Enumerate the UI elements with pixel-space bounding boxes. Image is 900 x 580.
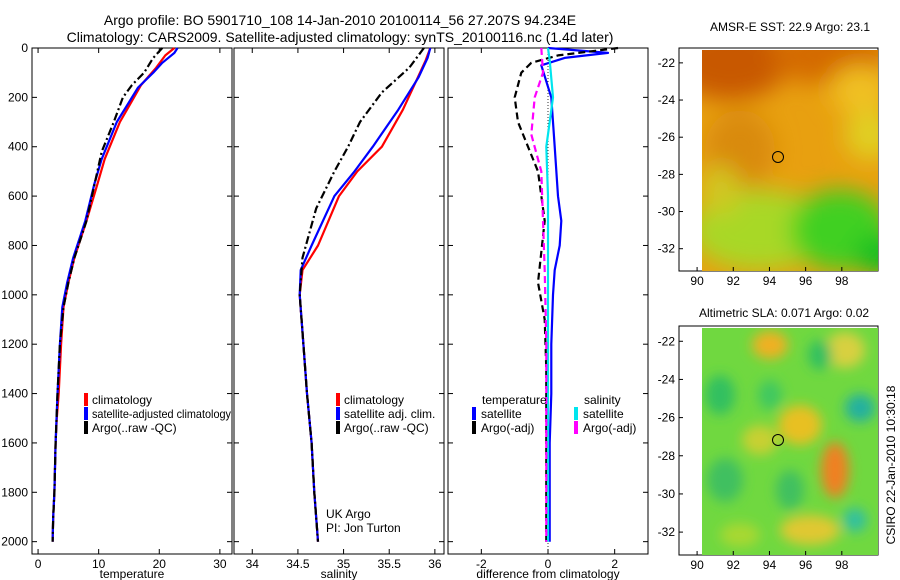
map-x-tick-label: 96	[799, 558, 813, 572]
series-line-salinity-argo-adj-	[530, 47, 548, 542]
legend-swatch	[84, 393, 88, 406]
x-tick-label: -2	[476, 557, 487, 571]
series-line-salinity-satellite	[545, 47, 555, 542]
legend-label: satellite-adjusted climatology	[92, 407, 231, 421]
y-tick-label: 1000	[1, 288, 28, 302]
y-tick-label: 1400	[1, 387, 28, 401]
x-tick-label: 36	[428, 557, 442, 571]
legend-swatch	[472, 421, 476, 434]
legend-label: Argo(..raw -QC)	[92, 421, 177, 435]
series-line-argo-raw-qc-	[51, 47, 164, 542]
temperature-legend: climatology satellite-adjusted climatolo…	[84, 393, 231, 435]
legend-label: Argo(..raw -QC)	[344, 421, 429, 435]
series-line-satellite-adjusted-climatology	[51, 47, 179, 542]
figure-title-line-1: Argo profile: BO 5901710_108 14-Jan-2010…	[103, 12, 577, 28]
legend-label: climatology	[344, 393, 404, 407]
x-tick-label: 2	[611, 557, 618, 571]
legend-header-temperature: temperature	[482, 393, 547, 407]
x-axis-label: temperature	[100, 567, 165, 580]
map-x-tick-label: 90	[690, 558, 704, 572]
map-y-tick-label: -32	[658, 525, 676, 539]
y-tick-label: 200	[8, 90, 28, 104]
x-axis-label: difference from climatology	[476, 567, 619, 580]
series-line-argo-raw-qc-	[298, 47, 425, 542]
map-y-tick-label: -22	[658, 334, 676, 348]
series-line-temperature-satellite	[540, 46, 610, 542]
legend-label: Argo(-adj)	[481, 421, 534, 435]
y-tick-label: 1800	[1, 485, 28, 499]
credit-label: CSIRO 22-Jan-2010 10:30:18	[884, 385, 898, 544]
sst-map-title: AMSR-E SST: 22.9 Argo: 23.1	[710, 20, 870, 34]
legend-swatch	[336, 407, 340, 420]
y-tick-label: 2000	[1, 535, 28, 549]
map-x-tick-label: 90	[690, 274, 704, 288]
x-axis-label: salinity	[321, 567, 358, 580]
salinity-panel: 34 34.5 35 35.5 36 salinity	[233, 47, 445, 580]
legend-label: satellite	[583, 407, 624, 421]
y-tick-label: 1600	[1, 436, 28, 450]
map-y-tick-label: -30	[658, 205, 676, 219]
sla-field	[702, 328, 878, 555]
sla-map: Altimetric SLA: 0.071 Argo: 0.02	[678, 306, 879, 556]
x-tick-label: 0	[35, 557, 42, 571]
map-y-tick-label: -28	[658, 449, 676, 463]
x-tick-label: 30	[213, 557, 227, 571]
map-x-tick-label: 92	[727, 558, 741, 572]
map-y-tick-label: -26	[658, 130, 676, 144]
legend-swatch	[336, 421, 340, 434]
series-line-temperature-argo-adj-	[513, 46, 619, 542]
salinity-legend: climatology satellite adj. clim. Argo(..…	[326, 393, 435, 535]
argo-location-marker	[772, 434, 784, 446]
x-tick-label: 10	[92, 557, 106, 571]
figure-title-line-2: Climatology: CARS2009. Satellite-adjuste…	[66, 29, 614, 45]
y-tick-label: 800	[8, 238, 28, 252]
legend-swatch	[84, 421, 88, 434]
map-y-tick-label: -26	[658, 411, 676, 425]
x-tick-label: 34	[246, 557, 260, 571]
argo-location-marker	[772, 151, 784, 163]
y-tick-label: 600	[8, 189, 28, 203]
legend-swatch	[472, 407, 476, 420]
x-tick-label: 20	[153, 557, 167, 571]
x-tick-label: 35	[337, 557, 351, 571]
temperature-panel: 0 10 20 30 0 200 400 600 800 1000 1200 1400 1600 1800…	[1, 41, 233, 580]
legend-label: climatology	[92, 393, 152, 407]
map-x-tick-label: 94	[763, 558, 777, 572]
map-x-tick-label: 92	[727, 274, 741, 288]
map-x-tick-label: 94	[763, 274, 777, 288]
x-tick-label: 34.5	[286, 557, 310, 571]
map-y-tick-label: -24	[658, 93, 676, 107]
map-y-tick-label: -32	[658, 242, 676, 256]
x-tick-label: 0	[545, 557, 552, 571]
map-y-tick-label: -22	[658, 56, 676, 70]
y-tick-label: 0	[21, 41, 28, 55]
legend-swatch	[574, 407, 578, 420]
x-tick-label: 35.5	[378, 557, 402, 571]
map-x-tick-label: 96	[799, 274, 813, 288]
series-line-satellite-adj-clim-	[298, 47, 432, 542]
map-y-tick-label: -28	[658, 167, 676, 181]
y-tick-label: 400	[8, 140, 28, 154]
sst-field	[702, 50, 878, 271]
legend-label: satellite	[481, 407, 522, 421]
map-x-tick-label: 98	[835, 274, 849, 288]
legend-swatch	[84, 407, 88, 420]
map-y-tick-label: -24	[658, 372, 676, 386]
legend-label: satellite adj. clim.	[344, 407, 435, 421]
sla-map-title: Altimetric SLA: 0.071 Argo: 0.02	[699, 306, 869, 320]
difference-legend: temperature salinity satellite Argo(-adj…	[472, 393, 636, 435]
legend-header-salinity: salinity	[584, 393, 621, 407]
map-y-tick-label: -30	[658, 487, 676, 501]
y-tick-label: 1200	[1, 337, 28, 351]
sst-map: AMSR-E SST: 22.9 Argo: 23.1	[678, 20, 879, 272]
legend-swatch	[574, 421, 578, 434]
map-x-tick-label: 98	[835, 558, 849, 572]
legend-swatch	[336, 393, 340, 406]
legend-label: Argo(-adj)	[583, 421, 636, 435]
data-source-label: UK Argo	[326, 507, 371, 521]
pi-label: PI: Jon Turton	[326, 521, 401, 535]
